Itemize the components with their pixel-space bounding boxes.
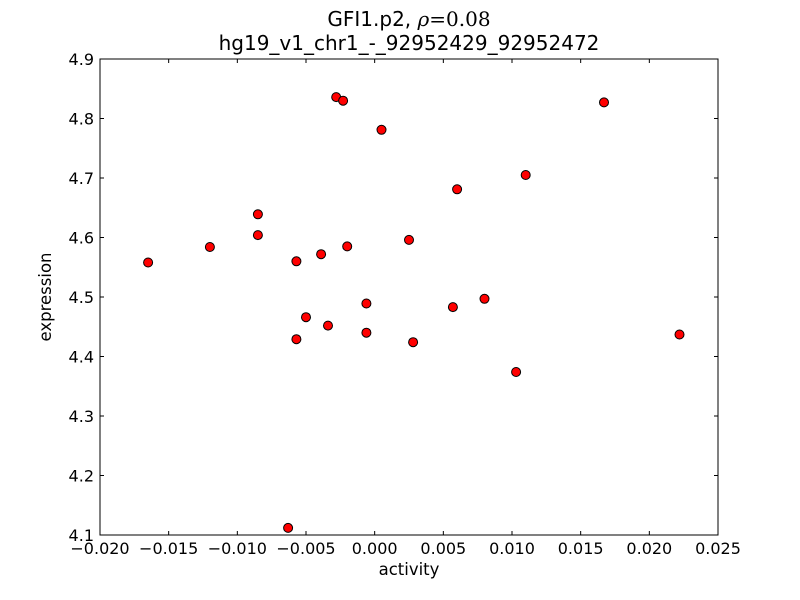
x-tick-label: −0.020: [70, 539, 129, 558]
y-tick-label: 4.5: [69, 288, 94, 307]
chart-title: GFI1.p2, ρ=0.08: [100, 7, 718, 31]
data-point: [301, 312, 311, 323]
data-point: [408, 337, 419, 348]
data-point: [283, 522, 294, 533]
x-axis-label: activity: [379, 560, 440, 579]
data-point: [520, 170, 531, 180]
data-point: [674, 329, 685, 340]
data-point: [452, 184, 463, 195]
data-point: [252, 230, 263, 241]
y-tick-label: 4.8: [69, 110, 94, 129]
x-tick-label: −0.015: [139, 539, 198, 558]
data-point: [204, 242, 215, 252]
x-tick-label: 0.015: [558, 539, 604, 558]
data-point: [447, 302, 458, 313]
chart-subtitle: hg19_v1_chr1_-_92952429_92952472: [218, 31, 600, 55]
data-point: [599, 97, 609, 108]
y-axis-label: expression: [36, 252, 55, 341]
y-tick-label: 4.1: [69, 526, 94, 545]
plot-frame: [99, 58, 719, 536]
title-prefix: GFI1.p2,: [327, 7, 418, 31]
data-point: [361, 298, 372, 309]
rho-symbol: ρ: [417, 7, 430, 31]
data-point: [404, 234, 414, 245]
x-tick-label: 0.005: [420, 539, 466, 558]
x-tick-label: −0.010: [208, 539, 267, 558]
data-point: [291, 334, 302, 345]
y-tick-label: 4.6: [69, 229, 94, 248]
data-point: [316, 249, 327, 260]
data-point: [361, 327, 372, 338]
rho-value: =0.08: [429, 7, 491, 31]
data-point: [143, 257, 154, 268]
data-point: [511, 367, 522, 377]
y-tick-label: 4.4: [69, 348, 94, 367]
y-tick-label: 4.3: [69, 407, 94, 426]
data-point: [342, 241, 353, 252]
y-tick-label: 4.9: [69, 50, 94, 69]
x-tick-label: 0.020: [626, 539, 672, 558]
data-point: [252, 209, 263, 220]
data-point: [479, 293, 490, 304]
x-tick-label: 0.000: [352, 539, 398, 558]
x-tick-label: 0.025: [695, 539, 741, 558]
data-point: [376, 124, 387, 135]
data-point: [323, 320, 333, 331]
y-tick-label: 4.7: [69, 169, 94, 188]
y-tick-label: 4.2: [69, 467, 94, 486]
data-point: [338, 95, 349, 106]
data-point: [291, 256, 302, 267]
x-tick-label: 0.010: [489, 539, 535, 558]
x-tick-label: −0.005: [276, 539, 335, 558]
